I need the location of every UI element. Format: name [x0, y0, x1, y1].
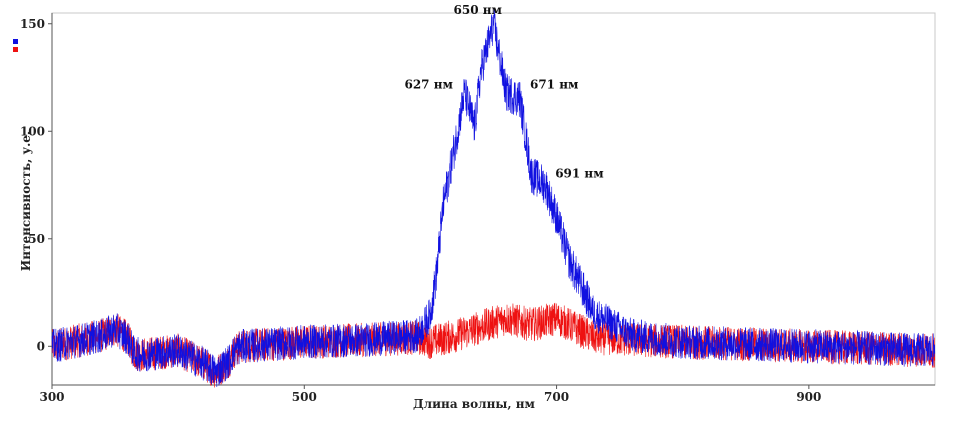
x-tick-label: 900 [796, 390, 821, 404]
y-axis-title: Интенсивность, у.е. [19, 131, 33, 271]
x-tick-label: 500 [292, 390, 317, 404]
series-red-line [51, 302, 936, 388]
x-axis-title: Длина волны, нм [413, 397, 536, 411]
y-tick-label: 100 [20, 124, 45, 138]
legend-marker-red [13, 47, 18, 52]
peak-label: 650 нм [454, 3, 503, 17]
y-tick-label: 0 [37, 339, 45, 353]
peak-label: 627 нм [404, 78, 453, 92]
series-blue [51, 8, 936, 387]
series-blue-line [51, 8, 936, 387]
peak-label: 671 нм [530, 78, 579, 92]
legend-marker-blue [13, 39, 18, 44]
y-tick-label: 150 [20, 17, 45, 31]
peak-annotations: 650 нм 627 нм 671 нм 691 нм [404, 3, 604, 181]
series-red [51, 302, 936, 388]
x-axis-ticks: 300 500 700 900 [39, 385, 821, 404]
peak-label: 691 нм [555, 167, 604, 181]
y-axis-ticks: 0 50 100 150 [20, 17, 52, 353]
x-tick-label: 700 [544, 390, 569, 404]
x-tick-label: 300 [39, 390, 64, 404]
y-tick-label: 50 [28, 232, 45, 246]
